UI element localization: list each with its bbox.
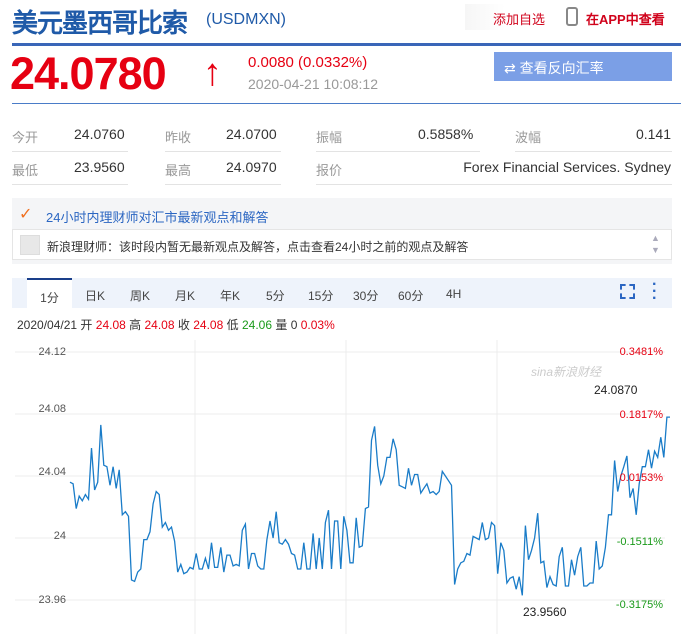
page-title: 美元墨西哥比索	[12, 8, 188, 38]
advisor-message-link[interactable]: 新浪理财师：该时段内暂无最新观点及解答，点击查看24小时之前的观点及解答	[47, 240, 469, 254]
close-label: 收	[177, 318, 190, 332]
stat-value: 24.0760	[74, 126, 125, 142]
reverse-rate-label: 查看反向汇率	[519, 60, 604, 76]
stat-value: 0.141	[635, 126, 671, 142]
y-tick-label: 24.04	[38, 466, 66, 478]
tab-30min[interactable]: 30分	[353, 289, 379, 303]
high-label: 高	[129, 318, 142, 332]
tab-1min[interactable]: 1分	[27, 278, 72, 308]
stat-label: 昨收	[165, 130, 192, 145]
trend-icon: ✓	[19, 206, 33, 223]
tab-4h[interactable]: 4H	[446, 287, 462, 301]
avatar	[20, 235, 40, 255]
stat-value: 24.0970	[226, 159, 277, 175]
fullscreen-icon[interactable]	[620, 284, 635, 299]
low-label: 低	[226, 318, 239, 332]
tab-yearly[interactable]: 年K	[220, 289, 241, 303]
stat-value: Forex Financial Services. Sydney	[463, 159, 671, 175]
scroll-down-icon[interactable]: ▼	[651, 245, 660, 255]
stat-value: 24.0700	[226, 126, 277, 142]
high-value: 24.08	[144, 318, 175, 332]
stat-label: 最低	[12, 163, 39, 178]
stat-label: 振幅	[316, 130, 343, 145]
open-value: 24.08	[95, 318, 126, 332]
tab-60min[interactable]: 60分	[398, 289, 424, 303]
pct-tick-label: -0.3175%	[615, 599, 663, 611]
more-icon[interactable]: · · ·	[652, 276, 658, 307]
arrow-up-icon: ↑	[203, 52, 222, 94]
stat-label: 最高	[165, 163, 192, 178]
pct-tick-label: 0.1817%	[619, 409, 663, 421]
chart-tabs	[12, 278, 672, 308]
bar-date: 2020/04/21	[17, 318, 78, 332]
bar-info: 2020/04/21 开 24.08 高 24.08 收 24.08 低 24.…	[17, 316, 335, 333]
low-value: 24.06	[241, 318, 272, 332]
y-tick-label: 24	[53, 530, 66, 542]
price-line	[69, 416, 670, 596]
sina-watermark: sina新浪财经	[531, 365, 602, 379]
y-tick-label: 24.12	[38, 346, 66, 358]
advisor-heading-link[interactable]: 24小时内理财师对汇市最新观点和解答	[46, 210, 269, 225]
price-change: 0.0080 (0.0332%)	[248, 54, 368, 71]
price-chart[interactable]	[0, 335, 681, 634]
divider	[12, 103, 681, 104]
open-label: 开	[80, 318, 93, 332]
max-label: 24.0870	[594, 383, 638, 397]
current-price: 24.0780	[10, 48, 167, 99]
volume-label: 量	[275, 318, 288, 332]
min-label: 23.9560	[523, 605, 567, 619]
y-tick-label: 23.96	[38, 594, 66, 606]
view-in-app-button[interactable]: 在APP中查看	[586, 12, 665, 27]
advisor-message-box	[12, 229, 672, 260]
reverse-rate-button[interactable]: ⇄ 查看反向汇率	[494, 52, 672, 81]
divider	[12, 43, 681, 46]
add-watchlist-button[interactable]: 添加自选	[493, 12, 546, 27]
stat-label: 报价	[316, 163, 343, 178]
pct-tick-label: -0.1511%	[616, 536, 663, 548]
pct-tick-label: 0.3481%	[619, 346, 663, 358]
tab-daily[interactable]: 日K	[85, 289, 106, 303]
tab-15min[interactable]: 15分	[308, 289, 334, 303]
stat-label: 今开	[12, 130, 39, 145]
stat-value: 0.5858%	[418, 126, 474, 142]
stat-value: 23.9560	[74, 159, 125, 175]
y-tick-label: 24.08	[38, 403, 66, 415]
pct-tick-label: 0.0153%	[619, 472, 663, 484]
tab-monthly[interactable]: 月K	[175, 289, 196, 303]
change-pct: 0.03%	[300, 318, 335, 332]
scroll-up-icon[interactable]: ▲	[651, 233, 660, 243]
quote-time: 2020-04-21 10:08:12	[248, 76, 378, 92]
swap-icon: ⇄	[504, 60, 516, 76]
tab-5min[interactable]: 5分	[266, 289, 285, 303]
stat-label: 波幅	[515, 130, 542, 145]
tab-weekly[interactable]: 周K	[130, 289, 151, 303]
volume-value: 0	[290, 318, 298, 332]
symbol-code: (USDMXN)	[206, 11, 286, 28]
close-value: 24.08	[193, 318, 224, 332]
phone-icon	[566, 7, 578, 26]
